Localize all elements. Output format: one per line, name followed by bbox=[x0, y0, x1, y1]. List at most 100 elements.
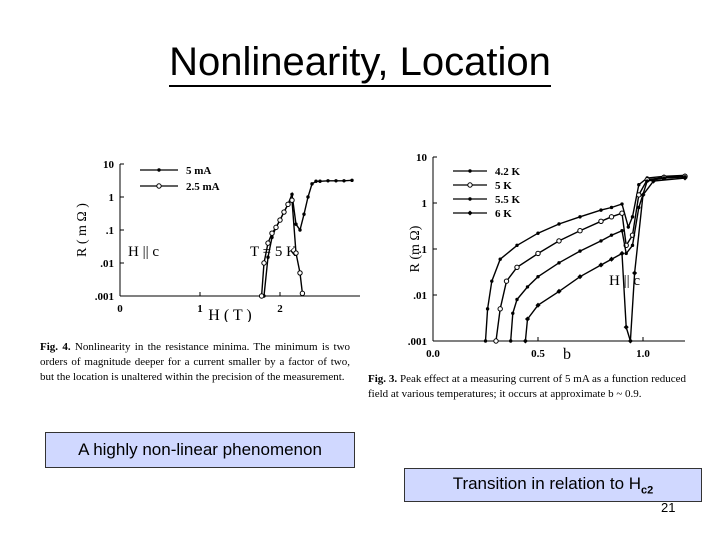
data-point bbox=[650, 178, 657, 184]
data-point bbox=[509, 339, 513, 343]
data-point bbox=[536, 274, 540, 279]
data-point bbox=[608, 214, 615, 220]
fig4-caption-body: Nonlinearity in the resistance minima. T… bbox=[40, 341, 351, 383]
y-tick-label: .1 bbox=[106, 225, 114, 237]
data-point bbox=[525, 285, 530, 289]
data-point bbox=[536, 231, 540, 235]
data-point bbox=[640, 192, 646, 198]
data-point bbox=[490, 279, 494, 283]
page-number: 21 bbox=[661, 500, 676, 515]
x-axis-label: b bbox=[563, 346, 571, 360]
nonlinear-callout-text: A highly non-linear phenomenon bbox=[78, 440, 322, 459]
data-point bbox=[609, 233, 614, 237]
data-point bbox=[557, 222, 561, 226]
legend-marker bbox=[156, 183, 162, 189]
data-point bbox=[497, 306, 503, 312]
data-point bbox=[620, 202, 624, 206]
data-point bbox=[297, 270, 303, 276]
fig4-caption-label: Fig. 4. bbox=[40, 341, 71, 353]
data-point bbox=[609, 205, 614, 210]
legend-label: 5.5 K bbox=[495, 194, 521, 206]
data-point bbox=[515, 297, 519, 302]
data-point bbox=[302, 212, 306, 216]
data-point bbox=[306, 195, 310, 199]
data-point bbox=[299, 290, 306, 297]
data-point bbox=[318, 179, 322, 183]
data-point bbox=[608, 256, 615, 262]
x-tick-label: 1 bbox=[197, 303, 203, 315]
series-line bbox=[495, 175, 686, 342]
y-tick-label: 1 bbox=[109, 192, 115, 204]
data-point bbox=[485, 307, 490, 311]
data-point bbox=[334, 179, 338, 183]
data-point bbox=[556, 238, 562, 244]
legend-marker bbox=[468, 169, 472, 173]
data-point bbox=[630, 243, 635, 248]
data-point bbox=[577, 274, 583, 280]
x-tick-label: 0.5 bbox=[531, 348, 545, 360]
data-point bbox=[535, 302, 541, 308]
data-point bbox=[578, 215, 582, 219]
data-point bbox=[261, 260, 267, 266]
data-point bbox=[626, 225, 630, 229]
data-point bbox=[577, 227, 583, 234]
hc2-callout-text: Transition in relation to Hc2 bbox=[453, 474, 654, 496]
data-point bbox=[298, 228, 302, 232]
data-point bbox=[483, 339, 488, 343]
slide-title-text: Nonlinearity, Location bbox=[169, 40, 551, 87]
data-point bbox=[515, 243, 519, 248]
x-tick-label: 0 bbox=[117, 303, 123, 315]
data-point bbox=[630, 215, 635, 219]
data-point bbox=[314, 179, 318, 183]
fig4-caption: Fig. 4. Nonlinearity in the resistance m… bbox=[40, 340, 350, 385]
data-point bbox=[493, 338, 499, 344]
data-point bbox=[273, 224, 279, 231]
y-axis-label: R (m Ω) bbox=[408, 225, 423, 272]
data-point bbox=[265, 240, 271, 246]
legend-label: 4.2 K bbox=[495, 166, 521, 178]
x-tick-label: 1.0 bbox=[636, 348, 650, 360]
legend-marker bbox=[467, 210, 473, 216]
data-point bbox=[637, 182, 641, 187]
data-point bbox=[266, 255, 270, 259]
data-point bbox=[514, 264, 520, 271]
series-line bbox=[260, 198, 304, 297]
fig3-caption: Fig. 3. Peak effect at a measuring curre… bbox=[368, 372, 686, 402]
y-axis-label: R ( m Ω ) bbox=[75, 203, 90, 257]
data-point bbox=[619, 210, 625, 216]
y-tick-label: .001 bbox=[408, 336, 427, 348]
nonlinear-callout: A highly non-linear phenomenon bbox=[45, 432, 355, 468]
data-point bbox=[281, 209, 287, 215]
hc2-callout: Transition in relation to Hc2 bbox=[404, 468, 702, 502]
data-point bbox=[285, 201, 291, 208]
hc2-callout-sub: c2 bbox=[641, 484, 654, 497]
data-point bbox=[503, 278, 510, 284]
data-point bbox=[599, 239, 603, 243]
y-tick-label: .1 bbox=[419, 244, 427, 256]
data-point bbox=[290, 192, 294, 197]
chart-annotation: H || c bbox=[609, 273, 640, 289]
data-point bbox=[645, 179, 649, 183]
data-point bbox=[662, 176, 666, 180]
data-point bbox=[269, 230, 275, 236]
slide-title: Nonlinearity, Location bbox=[0, 40, 720, 87]
data-point bbox=[578, 249, 582, 253]
data-point bbox=[498, 257, 502, 261]
y-tick-label: .01 bbox=[413, 290, 427, 302]
data-point bbox=[342, 179, 346, 183]
chart-annotation: T = 5 K bbox=[250, 244, 297, 260]
y-tick-label: .001 bbox=[95, 291, 114, 303]
data-point bbox=[289, 197, 295, 203]
series-line bbox=[524, 177, 686, 342]
x-tick-label: 2 bbox=[277, 303, 283, 315]
y-tick-label: 10 bbox=[103, 159, 115, 171]
data-point bbox=[620, 228, 624, 233]
data-point bbox=[294, 222, 298, 226]
data-point bbox=[623, 324, 629, 330]
data-point bbox=[637, 205, 641, 210]
legend-label: 6 K bbox=[495, 208, 512, 220]
data-point bbox=[627, 338, 633, 344]
data-point bbox=[598, 262, 604, 268]
data-point bbox=[535, 250, 541, 257]
